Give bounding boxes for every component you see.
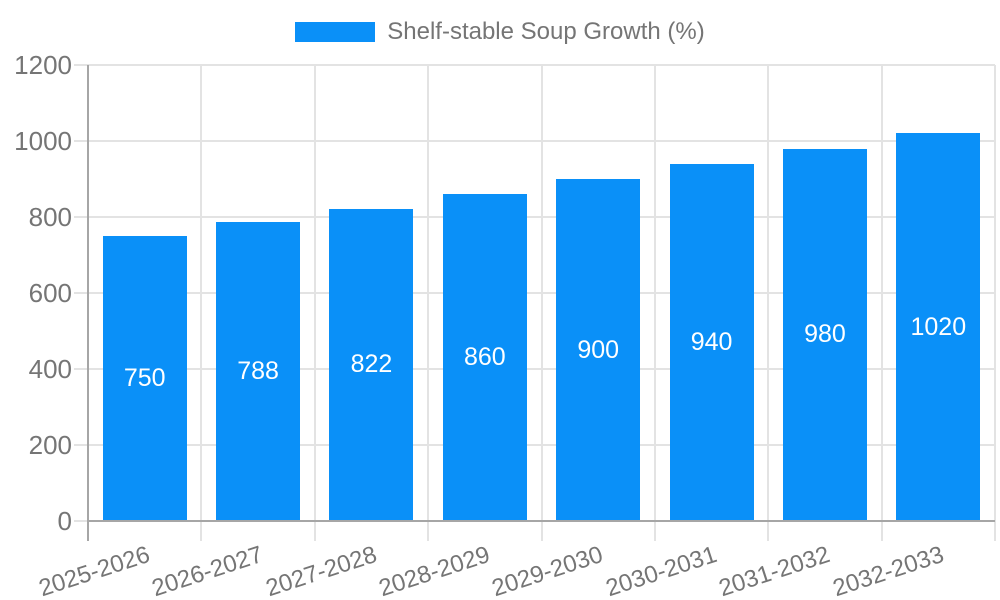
y-tick-1000 bbox=[74, 140, 88, 142]
bar-value-label-2031-2032: 980 bbox=[804, 320, 846, 349]
x-axis-label-2028-2029: 2028-2029 bbox=[375, 541, 494, 600]
gridline-x-7 bbox=[880, 65, 883, 541]
x-axis-label-2029-2030: 2029-2030 bbox=[489, 541, 607, 600]
bar-2026-2027: 788 bbox=[216, 221, 301, 521]
bar-2032-2033: 1020 bbox=[896, 133, 981, 521]
y-tick-600 bbox=[74, 292, 88, 294]
gridline-x-6 bbox=[767, 65, 770, 541]
y-tick-400 bbox=[74, 368, 88, 370]
bar-value-label-2029-2030: 900 bbox=[577, 335, 620, 364]
bar-value-label-2027-2028: 822 bbox=[350, 350, 393, 379]
y-axis-label-600: 600 bbox=[28, 278, 72, 308]
y-axis-label-1000: 1000 bbox=[14, 126, 72, 156]
bar-value-label-2028-2029: 860 bbox=[463, 343, 506, 372]
y-axis-line bbox=[87, 65, 89, 541]
y-axis-label-0: 0 bbox=[57, 506, 72, 536]
y-axis-label-200: 200 bbox=[28, 430, 72, 460]
bar-2030-2031: 940 bbox=[669, 163, 754, 521]
y-tick-1200 bbox=[74, 64, 88, 66]
y-axis-label-1200: 1200 bbox=[14, 50, 72, 80]
gridline-x-5 bbox=[653, 65, 656, 541]
bar-2025-2026: 750 bbox=[102, 236, 187, 521]
x-axis-label-2027-2028: 2027-2028 bbox=[262, 541, 380, 600]
bar-value-label-2026-2027: 788 bbox=[237, 356, 279, 385]
gridline-x-8 bbox=[994, 65, 996, 541]
legend-label: Shelf-stable Soup Growth (%) bbox=[387, 18, 705, 45]
gridline-x-4 bbox=[540, 65, 543, 541]
legend: Shelf-stable Soup Growth (%) bbox=[0, 18, 1000, 45]
plot-area: 750 788 822 860 900 940 980 1020 bbox=[74, 64, 996, 541]
legend-swatch bbox=[295, 22, 376, 42]
bar-2031-2032: 980 bbox=[782, 148, 867, 521]
gridline-x-2 bbox=[313, 65, 316, 541]
x-axis-label-2031-2032: 2031-2032 bbox=[715, 541, 834, 600]
x-axis-label-2025-2026: 2025-2026 bbox=[35, 541, 154, 600]
bar-value-label-2032-2033: 1020 bbox=[910, 312, 967, 341]
bar-2029-2030: 900 bbox=[556, 179, 641, 521]
y-axis-label-400: 400 bbox=[28, 354, 72, 384]
bar-value-label-2025-2026: 750 bbox=[123, 364, 166, 392]
y-tick-200 bbox=[74, 444, 88, 446]
x-axis-line bbox=[88, 520, 995, 522]
y-tick-800 bbox=[74, 216, 88, 218]
gridline-x-3 bbox=[427, 65, 430, 541]
bar-value-label-2030-2031: 940 bbox=[690, 327, 733, 356]
x-axis-label-2026-2027: 2026-2027 bbox=[148, 541, 267, 600]
y-axis-label-800: 800 bbox=[28, 202, 72, 232]
x-axis-label-2032-2033: 2032-2033 bbox=[829, 541, 947, 600]
x-axis-label-2030-2031: 2030-2031 bbox=[602, 541, 720, 600]
gridline-x-1 bbox=[200, 65, 203, 541]
bar-2027-2028: 822 bbox=[329, 208, 414, 521]
bar-2028-2029: 860 bbox=[442, 194, 527, 521]
y-tick-0 bbox=[74, 520, 88, 522]
